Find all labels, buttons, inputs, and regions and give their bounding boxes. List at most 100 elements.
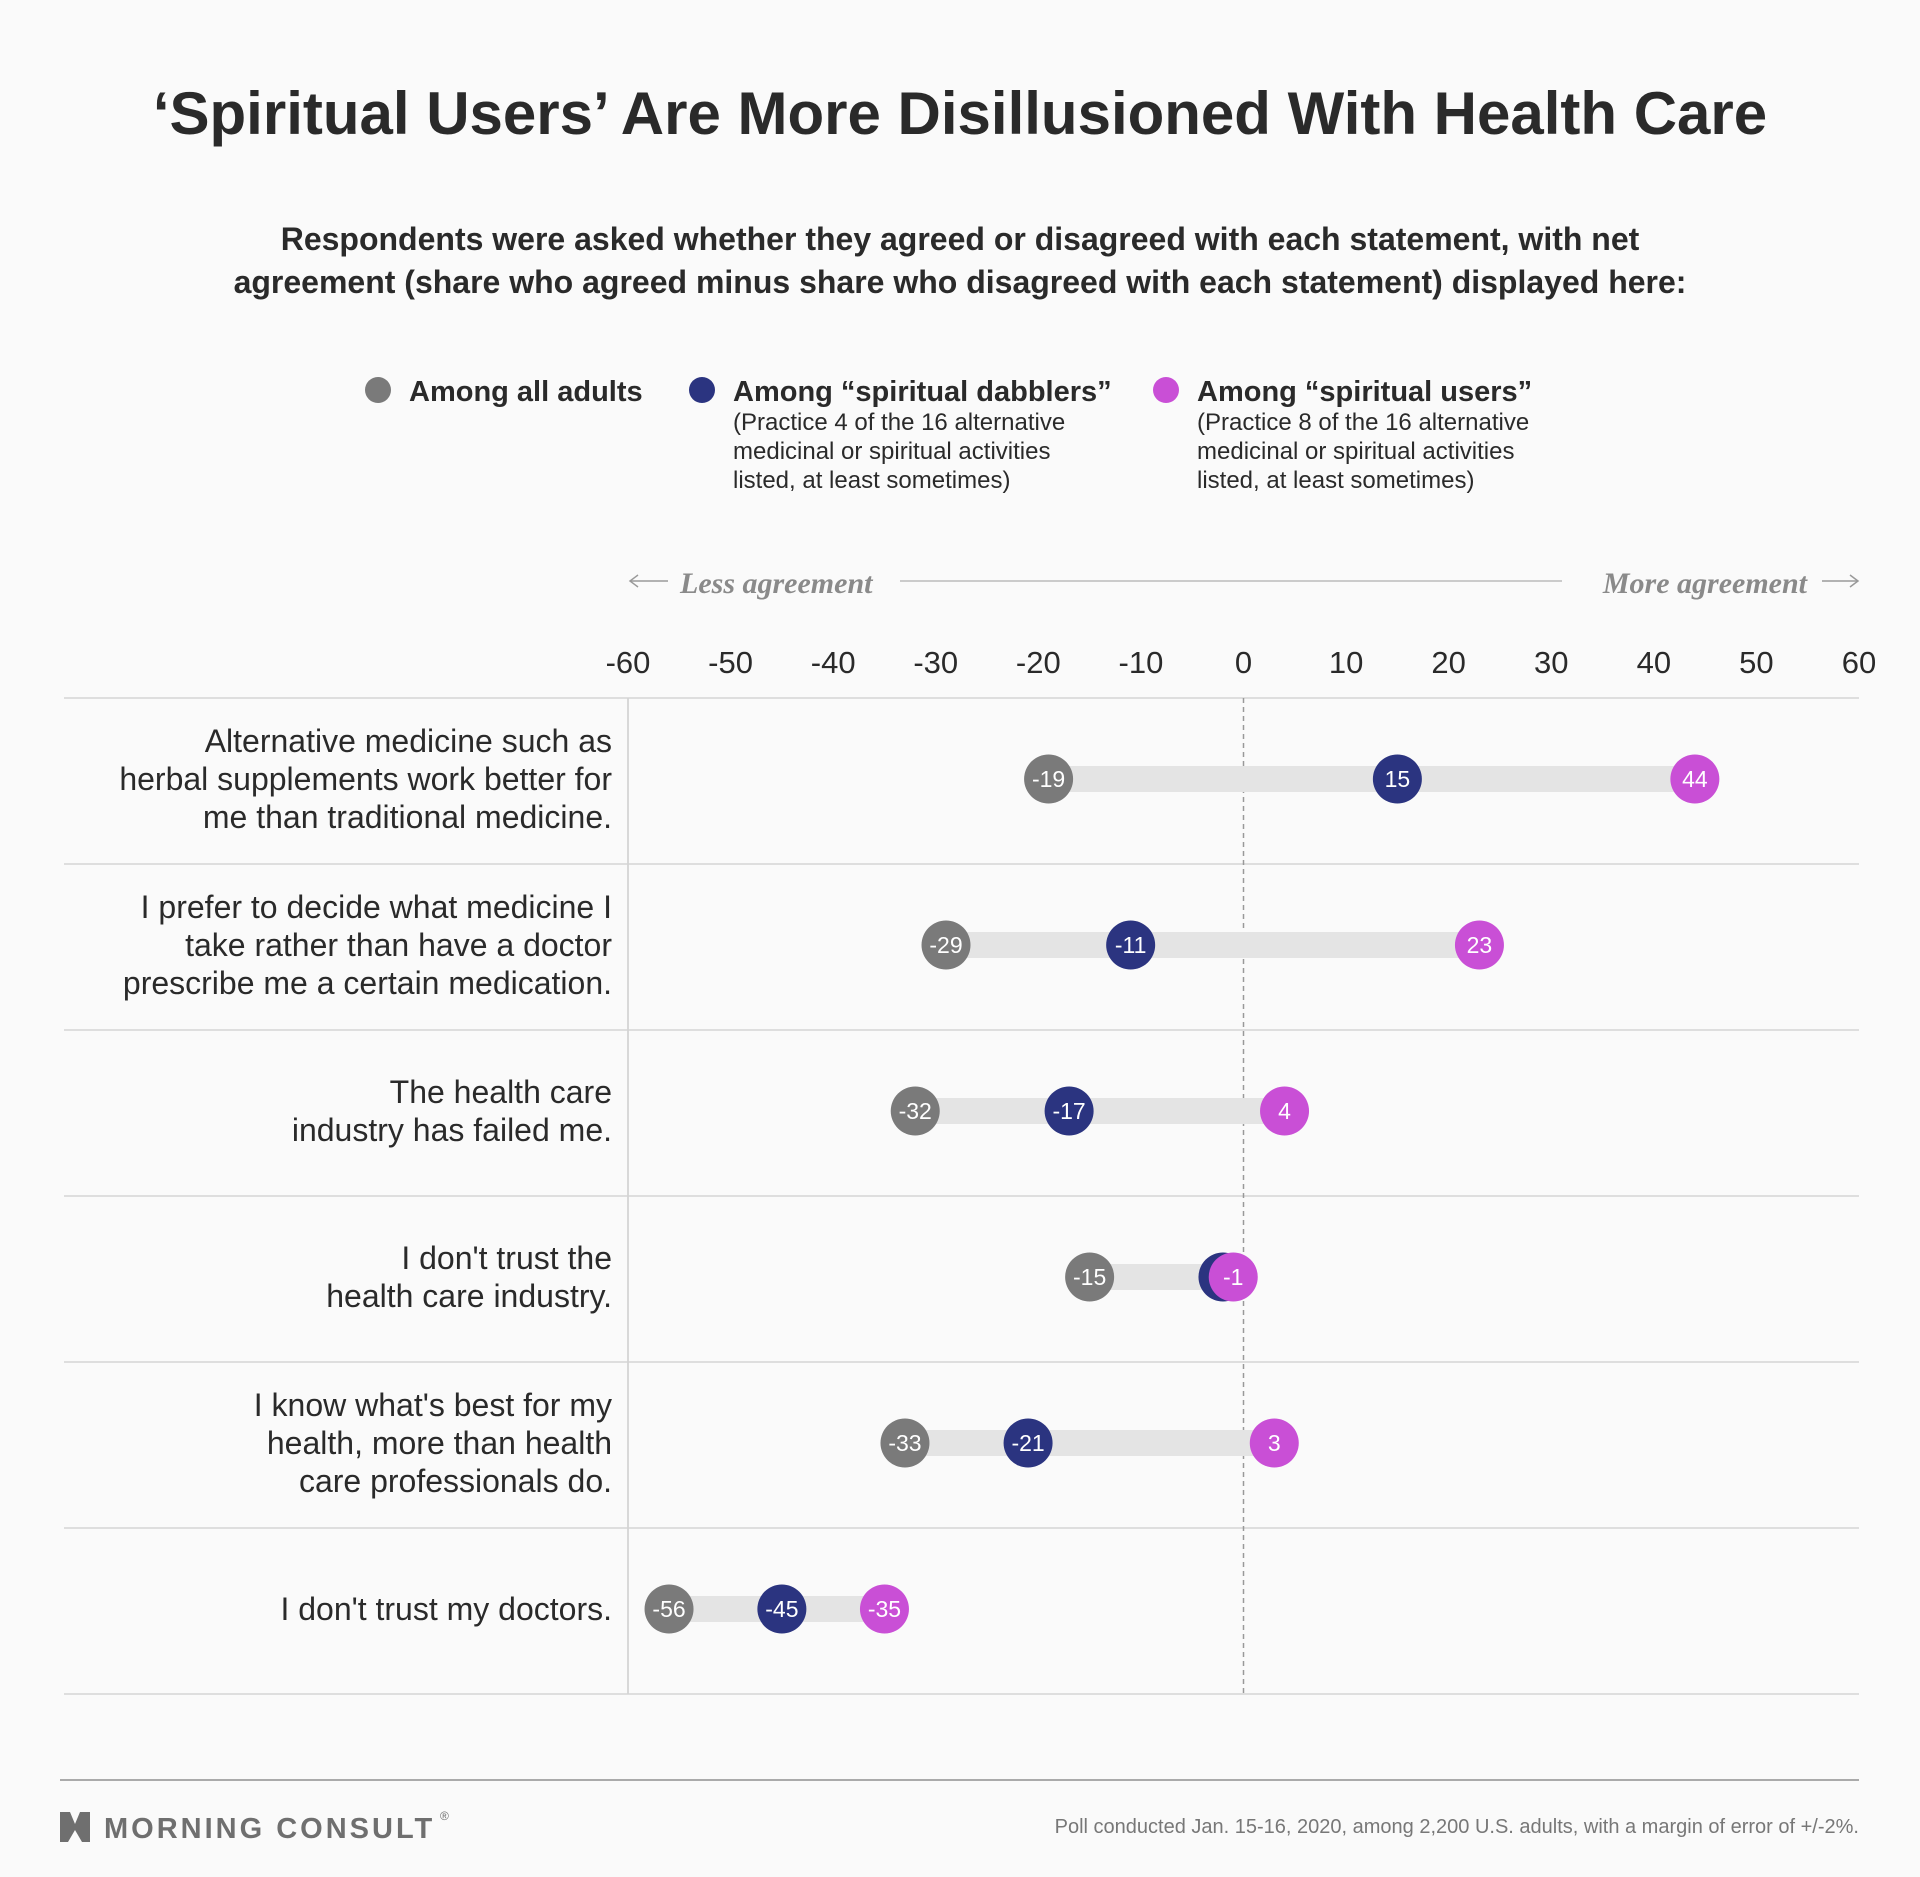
row-label: me than traditional medicine. [203, 799, 612, 835]
data-point [921, 920, 971, 970]
legend-dot-icon [689, 377, 715, 403]
data-label: -32 [899, 1098, 932, 1124]
data-label: -17 [1052, 1098, 1085, 1124]
x-axis: -60 -50 -40 -30 -20 -10 0 10 20 30 40 50 60 [606, 645, 1877, 680]
data-point [644, 1584, 694, 1634]
data-point [757, 1584, 807, 1634]
x-tick-label: -10 [1119, 645, 1164, 680]
legend-item: Among “spiritual dabblers”(Practice 4 of… [689, 376, 1112, 494]
x-tick-label: 50 [1739, 645, 1773, 680]
x-tick-label: 0 [1235, 645, 1252, 680]
subtitle-line-1: Respondents were asked whether they agre… [281, 221, 1640, 257]
range-bar [904, 1430, 1275, 1456]
data-point [1044, 1086, 1094, 1136]
data-label: -56 [652, 1596, 685, 1622]
range-bar [915, 1098, 1285, 1124]
data-label: 4 [1278, 1098, 1291, 1124]
data-point [1260, 1086, 1310, 1136]
data-point [1454, 920, 1504, 970]
x-tick-label: -60 [606, 645, 651, 680]
data-label: -15 [1073, 1264, 1106, 1290]
registered-mark: ® [440, 1809, 449, 1823]
morning-consult-logo: MORNING CONSULT ® [60, 1809, 449, 1845]
row-label: I prefer to decide what medicine I [141, 889, 612, 925]
row-label: take rather than have a doctor [185, 927, 612, 963]
data-label: -45 [765, 1596, 798, 1622]
data-label: -19 [1032, 766, 1065, 792]
legend-item: Among “spiritual users”(Practice 8 of th… [1153, 376, 1532, 494]
row-label: health care industry. [326, 1278, 612, 1314]
x-tick-label: 20 [1431, 645, 1465, 680]
legend: Among all adults Among “spiritual dabbler… [365, 376, 1532, 494]
more-agreement-label: More agreement [1602, 567, 1809, 600]
footnote: Poll conducted Jan. 15-16, 2020, among 2… [1055, 1816, 1859, 1838]
row-label: The health care [390, 1074, 612, 1110]
x-tick-label: 60 [1842, 645, 1876, 680]
legend-note: (Practice 4 of the 16 alternative [733, 409, 1065, 436]
data-label: 44 [1682, 766, 1708, 792]
data-point [1065, 1252, 1115, 1302]
data-label: -29 [929, 932, 962, 958]
data-point [1372, 754, 1422, 804]
row-label: Alternative medicine such as [205, 723, 612, 759]
row-label: I don't trust the [401, 1240, 612, 1276]
data-point [890, 1086, 940, 1136]
data-point [1208, 1252, 1258, 1302]
row-label: herbal supplements work better for [119, 761, 612, 797]
legend-item: Among all adults [365, 376, 643, 408]
data-point [1670, 754, 1720, 804]
data-label: 23 [1467, 932, 1493, 958]
data-point [1106, 920, 1156, 970]
range-bar [946, 932, 1480, 958]
logo-mark-icon [60, 1812, 90, 1842]
data-label: -11 [1115, 932, 1147, 958]
chart-row: I don't trust my doctors. -56 -45 -35 [280, 1584, 909, 1634]
data-point [1024, 754, 1074, 804]
legend-note: (Practice 8 of the 16 alternative [1197, 409, 1529, 436]
row-label: health, more than health [267, 1425, 612, 1461]
range-bar [1048, 766, 1695, 792]
legend-note: listed, at least sometimes) [1197, 467, 1474, 494]
x-tick-label: -40 [811, 645, 856, 680]
data-point [880, 1418, 930, 1468]
data-point [1249, 1418, 1299, 1468]
row-label: I know what's best for my [254, 1387, 612, 1423]
row-label: care professionals do. [299, 1463, 612, 1499]
x-tick-label: 10 [1329, 645, 1363, 680]
legend-dot-icon [365, 377, 391, 403]
data-label: -1 [1223, 1264, 1243, 1290]
data-point [1003, 1418, 1053, 1468]
row-label: I don't trust my doctors. [280, 1591, 612, 1627]
data-label: 15 [1385, 766, 1411, 792]
chart-title: ‘Spiritual Users’ Are More Disillusioned… [153, 80, 1767, 147]
x-tick-label: 30 [1534, 645, 1568, 680]
x-tick-label: -50 [708, 645, 753, 680]
data-label: -33 [888, 1430, 921, 1456]
data-label: -21 [1011, 1430, 1044, 1456]
data-label: 3 [1268, 1430, 1281, 1456]
x-tick-label: -30 [913, 645, 958, 680]
legend-label: Among “spiritual dabblers” [733, 376, 1112, 408]
legend-label: Among “spiritual users” [1197, 376, 1532, 408]
legend-note: medicinal or spiritual activities [733, 438, 1050, 465]
less-agreement-label: Less agreement [679, 567, 874, 600]
legend-note: medicinal or spiritual activities [1197, 438, 1514, 465]
legend-note: listed, at least sometimes) [733, 467, 1010, 494]
brand-name: MORNING CONSULT [104, 1813, 435, 1845]
row-label: industry has failed me. [292, 1112, 612, 1148]
subtitle-line-2: agreement (share who agreed minus share … [234, 264, 1687, 300]
row-label: prescribe me a certain medication. [123, 965, 612, 1001]
direction-indicator: Less agreement More agreement [628, 567, 1860, 600]
legend-dot-icon [1153, 377, 1179, 403]
data-point [859, 1584, 909, 1634]
legend-label: Among all adults [409, 376, 643, 408]
x-tick-label: 40 [1637, 645, 1671, 680]
data-label: -35 [868, 1596, 901, 1622]
